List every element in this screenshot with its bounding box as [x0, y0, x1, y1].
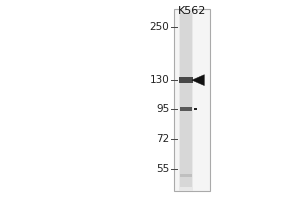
- Text: 250: 250: [150, 22, 169, 32]
- Bar: [180, 107, 192, 111]
- Text: 72: 72: [156, 134, 170, 144]
- Bar: [194, 108, 197, 110]
- Bar: [180, 13, 192, 187]
- Bar: [179, 77, 193, 83]
- Text: K562: K562: [178, 6, 206, 16]
- Bar: [179, 9, 193, 191]
- Bar: [174, 9, 210, 191]
- Text: 55: 55: [156, 164, 170, 174]
- Polygon shape: [192, 75, 204, 86]
- Bar: [180, 174, 192, 177]
- Text: 95: 95: [156, 104, 170, 114]
- Text: 130: 130: [150, 75, 169, 85]
